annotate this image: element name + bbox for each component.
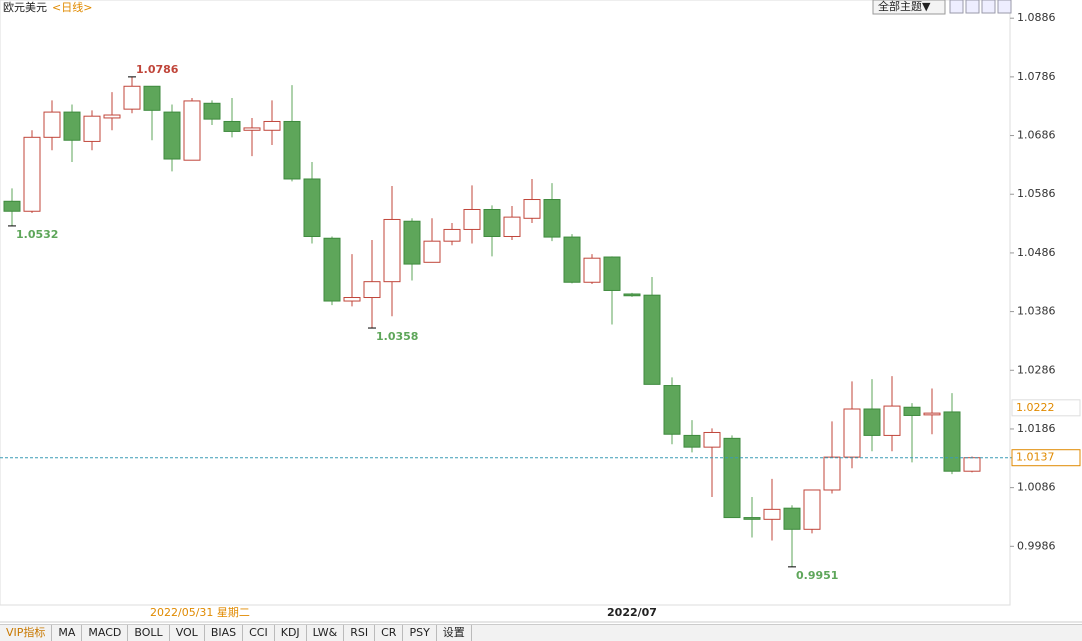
- candle-body: [783, 507, 801, 530]
- y-tick-label: 1.0186: [1017, 422, 1056, 435]
- candle-body: [423, 240, 441, 263]
- indicator-tab[interactable]: CR: [375, 625, 404, 641]
- y-tick-label: 1.0386: [1017, 305, 1056, 318]
- candle-body: [543, 199, 561, 238]
- tool-icon[interactable]: [965, 0, 980, 14]
- candle-body: [123, 85, 141, 110]
- candle-body: [683, 434, 701, 448]
- indicator-tab[interactable]: MACD: [82, 625, 129, 641]
- candle-body: [923, 412, 941, 416]
- extreme-label: 0.9951: [796, 569, 838, 582]
- candle-body: [343, 297, 361, 302]
- candle-body: [903, 406, 921, 416]
- tool-icon[interactable]: [949, 0, 964, 14]
- candle-body: [763, 508, 781, 520]
- candle-body: [503, 216, 521, 237]
- candle-body: [943, 411, 961, 472]
- indicator-tab[interactable]: PSY: [403, 625, 437, 641]
- candle-body: [303, 178, 321, 237]
- chart-subtitle: <日线>: [52, 0, 92, 14]
- candle-body: [323, 237, 341, 302]
- candle-body: [523, 199, 541, 219]
- candle-body: [363, 281, 381, 299]
- plot-frame: [0, 0, 1011, 606]
- y-tick-label: 0.9986: [1017, 539, 1056, 552]
- price-label: 1.0137: [1016, 451, 1055, 464]
- candle-body: [203, 102, 221, 120]
- candle-body: [23, 136, 41, 212]
- candle-body: [223, 120, 241, 132]
- indicator-tab[interactable]: MA: [52, 625, 83, 641]
- candle-body: [63, 111, 81, 141]
- price-box: [1011, 449, 1081, 467]
- candle-body: [43, 111, 61, 138]
- chart: 欧元美元 <日线> 全部主题▼ 2022/05/31 星期二 1.0886 1.0…: [0, 0, 1082, 623]
- indicator-tab[interactable]: 设置: [437, 625, 472, 641]
- candle-body: [443, 228, 461, 242]
- price-box: [1011, 399, 1081, 417]
- candle-body: [823, 456, 841, 491]
- extreme-label: 1.0532: [16, 228, 58, 241]
- candle-body: [263, 120, 281, 131]
- candle-body: [243, 127, 261, 131]
- indicator-tab[interactable]: KDJ: [275, 625, 307, 641]
- price-label: 1.0222: [1016, 401, 1055, 414]
- candle-body: [663, 385, 681, 435]
- candle-body: [743, 517, 761, 520]
- y-tick-label: 1.0686: [1017, 129, 1056, 142]
- candle-body: [143, 85, 161, 111]
- candle-body: [623, 293, 641, 297]
- candle-body: [803, 489, 821, 530]
- x-tick-label: 2022/07: [607, 606, 657, 619]
- candle-body: [703, 431, 721, 448]
- candle-body: [883, 405, 901, 436]
- candle-body: [463, 208, 481, 230]
- candle-body: [643, 294, 661, 385]
- y-tick-label: 1.0086: [1017, 481, 1056, 494]
- tool-icon[interactable]: [997, 0, 1012, 14]
- chart-title: 欧元美元: [3, 1, 47, 14]
- y-tick-label: 1.0486: [1017, 246, 1056, 259]
- candle-body: [383, 218, 401, 283]
- cursor-date: 2022/05/31 星期二: [150, 606, 250, 619]
- extreme-label: 1.0358: [376, 330, 418, 343]
- y-tick-label: 1.0586: [1017, 187, 1056, 200]
- indicator-tab[interactable]: CCI: [243, 625, 275, 641]
- candle-body: [483, 208, 501, 237]
- y-tick-label: 1.0886: [1017, 11, 1056, 24]
- candle-body: [403, 220, 421, 265]
- y-tick-label: 1.0286: [1017, 363, 1056, 376]
- indicator-tab[interactable]: VOL: [170, 625, 205, 641]
- candle-body: [603, 256, 621, 291]
- candle-body: [843, 408, 861, 458]
- indicator-tab[interactable]: LW&: [307, 625, 345, 641]
- tool-icon[interactable]: [981, 0, 996, 14]
- theme-button[interactable]: [872, 0, 946, 15]
- candle-body: [3, 200, 21, 212]
- indicator-tab[interactable]: BOLL: [128, 625, 170, 641]
- candle-body: [103, 114, 121, 119]
- theme-button-label[interactable]: 全部主题▼: [878, 0, 931, 13]
- indicator-tab[interactable]: VIP指标: [0, 625, 53, 641]
- candle-body: [583, 257, 601, 283]
- candle-body: [723, 437, 741, 519]
- candle-body: [83, 115, 101, 142]
- candle-body: [863, 408, 881, 436]
- indicator-tabs: VIP指标 MA MACD BOLL VOL BIAS CCI KDJ LW& RSI CR PSY 设…: [0, 624, 1082, 641]
- candle-body: [563, 236, 581, 283]
- candle-body: [963, 457, 981, 472]
- indicator-tab[interactable]: RSI: [344, 625, 376, 641]
- candle-body: [283, 120, 301, 180]
- indicator-tab[interactable]: BIAS: [205, 625, 244, 641]
- extreme-label: 1.0786: [136, 63, 179, 76]
- candle-body: [163, 111, 181, 160]
- candle-body: [183, 100, 201, 161]
- y-tick-label: 1.0786: [1017, 70, 1056, 83]
